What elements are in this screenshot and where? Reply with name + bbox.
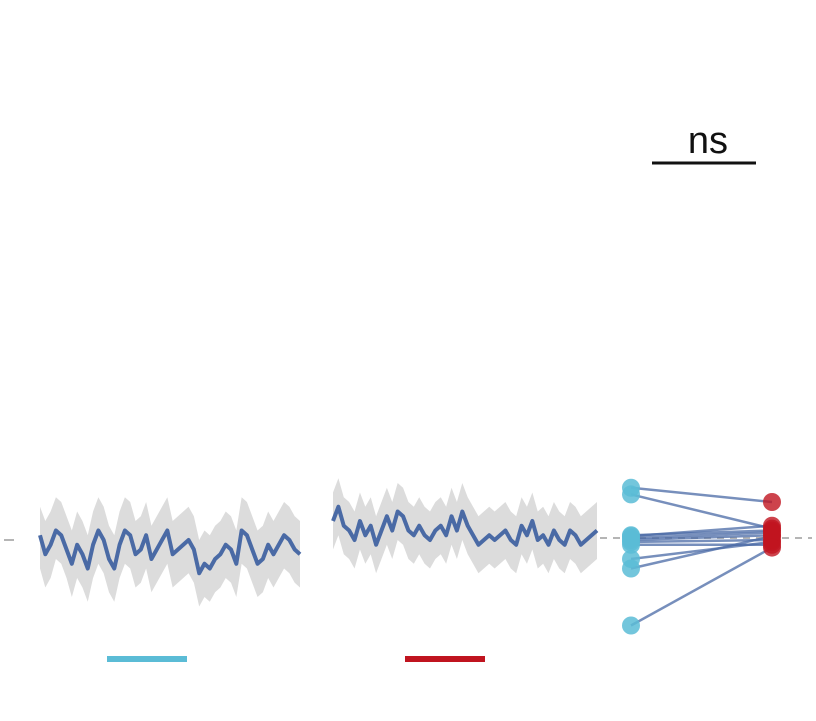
mean-trace-a [38, 528, 302, 576]
trace-panel-a [38, 497, 302, 607]
paired-line [630, 534, 773, 570]
paired-line [630, 546, 773, 627]
condition-b-point [763, 538, 781, 557]
paired-line [630, 486, 773, 504]
sem-band-a [40, 497, 300, 607]
paired-line [630, 524, 773, 538]
mean-trace-b [331, 504, 599, 547]
significance-annotation: ns [652, 120, 756, 165]
paired-panel [622, 478, 781, 635]
condition-b-point [763, 493, 781, 511]
condition-a-point [622, 559, 640, 578]
paired-line [630, 493, 773, 530]
significance-label: ns [688, 120, 728, 162]
condition-a-point [622, 616, 640, 635]
condition-b-point [763, 516, 781, 535]
paired-line [630, 531, 773, 540]
trace-panel-b [331, 478, 599, 574]
condition-a-point [622, 527, 640, 546]
paired-line [630, 540, 773, 561]
condition-a-point [622, 485, 640, 504]
paired-line [630, 534, 773, 542]
sem-band-b [333, 478, 597, 574]
